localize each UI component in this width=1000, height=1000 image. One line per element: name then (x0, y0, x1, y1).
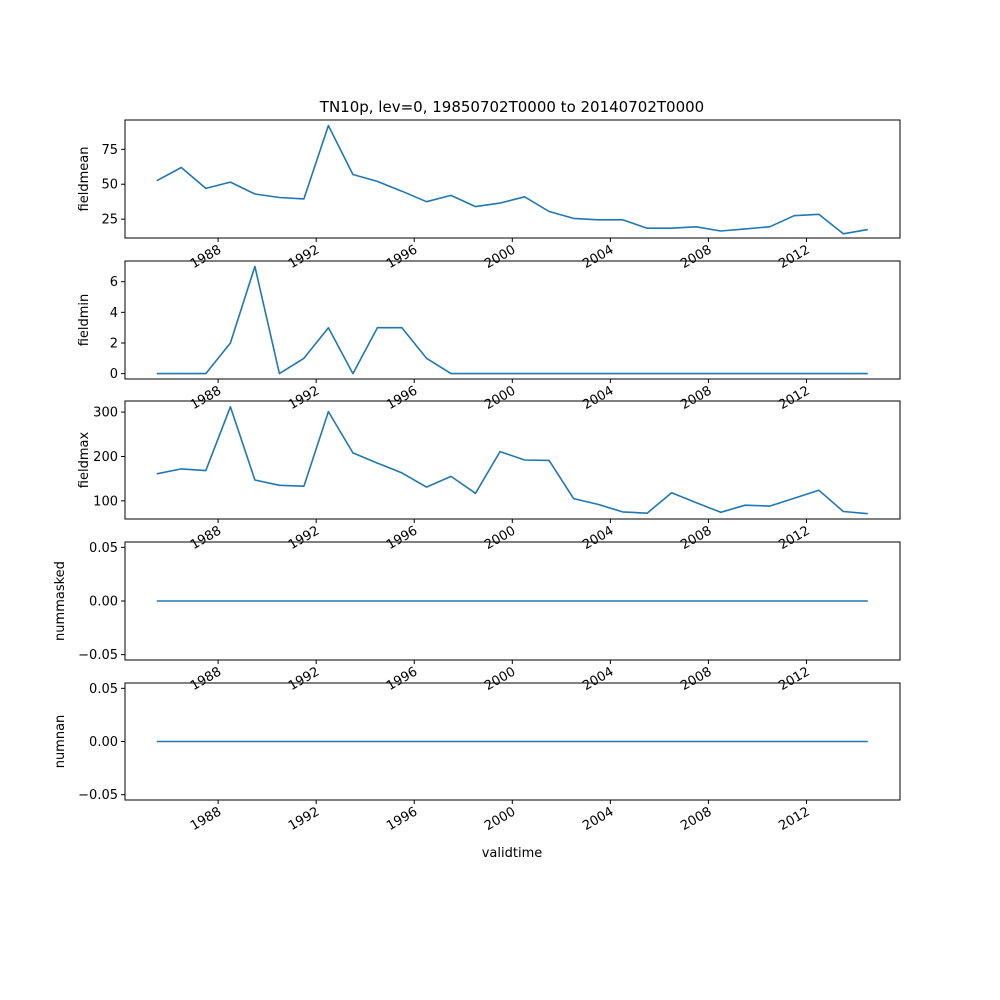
y-tick-label: 0.05 (89, 541, 118, 556)
y-tick-label: −0.05 (78, 648, 118, 663)
y-tick-label: 50 (101, 178, 118, 193)
x-tick-label: 2000 (482, 242, 518, 272)
x-tick-label: 2008 (678, 242, 714, 272)
y-axis-label: numnan (53, 715, 68, 769)
x-tick-label: 2012 (776, 664, 812, 694)
y-tick-label: 200 (93, 450, 118, 465)
x-tick-label: 1988 (188, 242, 224, 272)
x-tick-label: 2008 (678, 804, 714, 834)
y-axis-label: nummasked (53, 561, 68, 641)
subplot-fieldmin: 0 2 4 6 fieldmin 1988 1992 1996 2000 2004 2008 2012 (77, 260, 901, 413)
x-tick-label: 1996 (384, 664, 420, 694)
y-tick-label: 300 (93, 406, 118, 421)
x-tick-label: 2000 (482, 523, 518, 553)
x-tick-label: 2008 (678, 383, 714, 413)
x-tick-label: 2012 (776, 804, 812, 834)
axes-frame (124, 260, 901, 380)
x-axis-label: validtime (482, 846, 543, 861)
x-tick-label: 2004 (580, 804, 616, 834)
x-tick-label: 1988 (188, 523, 224, 553)
x-tick-label: 1992 (286, 804, 322, 834)
subplot-fieldmean: 25 50 75 fieldmean 1988 1992 1996 2000 2004 2008 2… (77, 119, 901, 272)
y-tick-label: 100 (93, 494, 118, 509)
subplot-nummasked: −0.05 0.00 0.05 nummasked 1988 1992 1996 2000 20… (53, 541, 901, 694)
y-tick-label: 0.00 (89, 595, 118, 610)
x-tick-label: 1996 (384, 242, 420, 272)
y-tick-label: 0.05 (89, 682, 118, 697)
x-tick-label: 1988 (188, 804, 224, 834)
y-tick-label: 0.00 (89, 735, 118, 750)
x-tick-label: 2012 (776, 383, 812, 413)
x-tick-label: 1996 (384, 383, 420, 413)
y-axis-label: fieldmin (77, 294, 92, 347)
x-tick-label: 1996 (384, 523, 420, 553)
x-tick-label: 1996 (384, 804, 420, 834)
chart-title: TN10p, lev=0, 19850702T0000 to 20140702T… (319, 98, 704, 116)
x-tick-label: 1992 (286, 383, 322, 413)
y-axis-label: fieldmean (77, 147, 92, 212)
x-tick-label: 1992 (286, 664, 322, 694)
x-tick-label: 2000 (482, 664, 518, 694)
y-tick-label: 2 (110, 336, 118, 351)
x-tick-label: 2000 (482, 804, 518, 834)
y-tick-label: 75 (101, 143, 118, 158)
x-tick-label: 1988 (188, 383, 224, 413)
x-tick-label: 2000 (482, 383, 518, 413)
x-tick-label: 2004 (580, 383, 616, 413)
y-tick-label: −0.05 (78, 788, 118, 803)
y-tick-label: 4 (110, 306, 118, 321)
x-tick-label: 2012 (776, 242, 812, 272)
series-line-fieldmin (156, 265, 868, 375)
y-tick-label: 25 (101, 213, 118, 228)
x-tick-label: 2004 (580, 242, 616, 272)
x-tick-label: 1992 (286, 242, 322, 272)
series-line-fieldmax (156, 405, 868, 515)
series-line-fieldmean (156, 124, 868, 235)
y-axis-label: fieldmax (77, 432, 92, 489)
x-tick-label: 2012 (776, 523, 812, 553)
x-tick-label: 2008 (678, 664, 714, 694)
x-tick-label: 1992 (286, 523, 322, 553)
x-tick-label: 1988 (188, 664, 224, 694)
subplot-numnan: −0.05 0.00 0.05 numnan 1988 1992 1996 2000 2004 2… (53, 682, 901, 834)
y-tick-label: 6 (110, 275, 118, 290)
x-tick-label: 2008 (678, 523, 714, 553)
y-tick-label: 0 (110, 367, 118, 382)
x-tick-label: 2004 (580, 523, 616, 553)
x-tick-label: 2004 (580, 664, 616, 694)
